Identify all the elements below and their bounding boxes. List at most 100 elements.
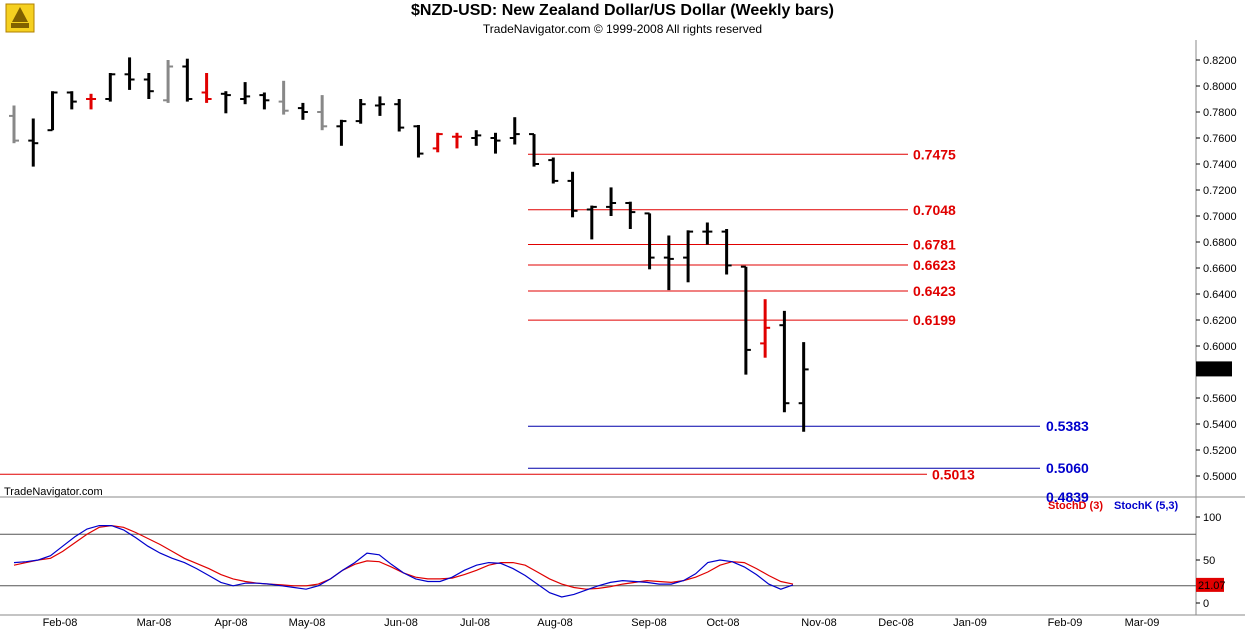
last-price-label: 0.5820 — [1198, 364, 1232, 376]
x-tick-label: Aug-08 — [537, 617, 572, 629]
x-tick-label: Jul-08 — [460, 617, 490, 629]
x-tick-label: May-08 — [289, 617, 326, 629]
y-tick-label: 0.6200 — [1203, 315, 1237, 327]
ohlc-bar — [355, 99, 366, 124]
level-label: 0.7475 — [913, 146, 956, 162]
y-tick-label: 0.6800 — [1203, 237, 1237, 249]
ohlc-bar — [625, 201, 636, 229]
ohlc-bar — [240, 82, 251, 105]
x-axis: Feb-08 Mar-08 Apr-08 May-08 Jun-08 Jul-08 Aug-… — [43, 617, 1160, 629]
ohlc-bar — [509, 117, 520, 145]
ohlc-bar — [644, 212, 655, 270]
x-tick-label: Jan-09 — [953, 617, 987, 629]
x-tick-label: Mar-08 — [137, 617, 172, 629]
level-label: 0.6199 — [913, 312, 956, 328]
x-tick-label: Sep-08 — [631, 617, 666, 629]
stoch-tick-label: 50 — [1203, 555, 1215, 567]
ohlc-bar — [220, 91, 231, 114]
x-tick-label: Apr-08 — [214, 617, 247, 629]
level-label: 0.6623 — [913, 257, 956, 273]
last-price-box — [1196, 361, 1232, 377]
ohlc-bar — [259, 92, 270, 110]
ohlc-bar — [28, 118, 39, 167]
ohlc-bar — [471, 130, 482, 146]
ohlc-bar — [47, 91, 58, 132]
price-panel: 0.8200 0.8000 0.7800 0.7600 0.7400 0.7200 0.70… — [0, 40, 1245, 505]
x-tick-label: Mar-09 — [1125, 617, 1160, 629]
ohlc-bar — [490, 132, 501, 154]
y-tick-label: 0.6400 — [1203, 289, 1237, 301]
trade-navigator-logo-icon — [5, 3, 35, 33]
ohlc-bar — [66, 91, 77, 110]
stochastic-panel: StochD (3) StochK (5,3) 100 50 0 21.07 — [0, 497, 1245, 616]
level-label: 0.7048 — [913, 202, 956, 218]
y-tick-label: 0.6600 — [1203, 263, 1237, 275]
y-tick-label: 0.5200 — [1203, 445, 1237, 457]
y-tick-label: 0.8000 — [1203, 81, 1237, 93]
y-tick-label: 0.7800 — [1203, 107, 1237, 119]
x-tick-label: Feb-08 — [43, 617, 78, 629]
ohlc-bar — [721, 229, 732, 275]
y-tick-label: 0.7000 — [1203, 211, 1237, 223]
x-tick-label: Nov-08 — [801, 617, 836, 629]
ohlc-bar — [798, 342, 809, 432]
y-tick-label: 0.5400 — [1203, 419, 1237, 431]
ohlc-bar — [374, 96, 385, 116]
ohlc-bar — [86, 93, 97, 110]
title-bar: $NZD-USD: New Zealand Dollar/US Dollar (… — [0, 0, 1245, 38]
ohlc-bar — [143, 73, 154, 99]
ohlc-bar — [683, 230, 694, 283]
copyright-text: TradeNavigator.com © 1999-2008 All right… — [482, 22, 763, 36]
ohlc-bar — [586, 205, 597, 240]
x-tick-label: Feb-09 — [1048, 617, 1083, 629]
ohlc-bar — [529, 133, 540, 167]
ohlc-bar — [9, 105, 19, 144]
ohlc-bar — [278, 80, 289, 115]
y-tick-label: 0.6000 — [1203, 341, 1237, 353]
y-tick-label: 0.7600 — [1203, 133, 1237, 145]
x-tick-label: Dec-08 — [878, 617, 913, 629]
y-tick-label: 0.7400 — [1203, 159, 1237, 171]
ohlc-bar — [760, 299, 771, 358]
legend-stoch-d: StochD (3) — [1048, 500, 1103, 512]
ohlc-bar — [702, 222, 713, 245]
stoch-series-line — [13, 524, 794, 598]
ohlc-bar — [779, 310, 790, 413]
ohlc-bar — [606, 187, 617, 216]
ohlc-bar — [297, 102, 308, 120]
chart-title: $NZD-USD: New Zealand Dollar/US Dollar (… — [411, 2, 834, 19]
x-tick-label: Jun-08 — [384, 617, 418, 629]
ohlc-bar — [336, 119, 347, 146]
ohlc-bar — [432, 132, 443, 153]
ohlc-bar — [548, 157, 559, 184]
ohlc-bar — [124, 57, 135, 90]
y-tick-label: 0.5600 — [1203, 393, 1237, 405]
level-label: 0.5013 — [932, 466, 975, 482]
ohlc-bar — [394, 99, 405, 132]
stoch-tick-label: 100 — [1203, 512, 1221, 524]
level-label: 0.4839 — [1046, 489, 1089, 505]
stoch-last-box — [1196, 577, 1224, 592]
stoch-last-label: 21.07 — [1198, 580, 1226, 592]
ohlc-bar — [163, 60, 174, 103]
ohlc-bar — [663, 235, 674, 291]
stoch-tick-label: 0 — [1203, 598, 1209, 610]
watermark-text: TradeNavigator.com — [4, 486, 103, 498]
ohlc-bar — [413, 125, 424, 158]
level-label: 0.5060 — [1046, 460, 1089, 476]
ohlc-bar — [182, 58, 193, 102]
level-label: 0.5383 — [1046, 418, 1089, 434]
legend-stoch-k: StochK (5,3) — [1114, 500, 1179, 512]
ohlc-bar — [567, 171, 578, 218]
ohlc-bar — [451, 132, 462, 149]
y-tick-label: 0.7200 — [1203, 185, 1237, 197]
level-label: 0.6781 — [913, 236, 956, 252]
ohlc-bar — [201, 73, 212, 103]
x-tick-label: Oct-08 — [706, 617, 739, 629]
level-label: 0.6423 — [913, 283, 956, 299]
ohlc-bar — [105, 73, 116, 102]
y-tick-label: 0.8200 — [1203, 55, 1237, 67]
ohlc-bar — [740, 265, 751, 375]
y-tick-label: 0.5000 — [1203, 471, 1237, 483]
